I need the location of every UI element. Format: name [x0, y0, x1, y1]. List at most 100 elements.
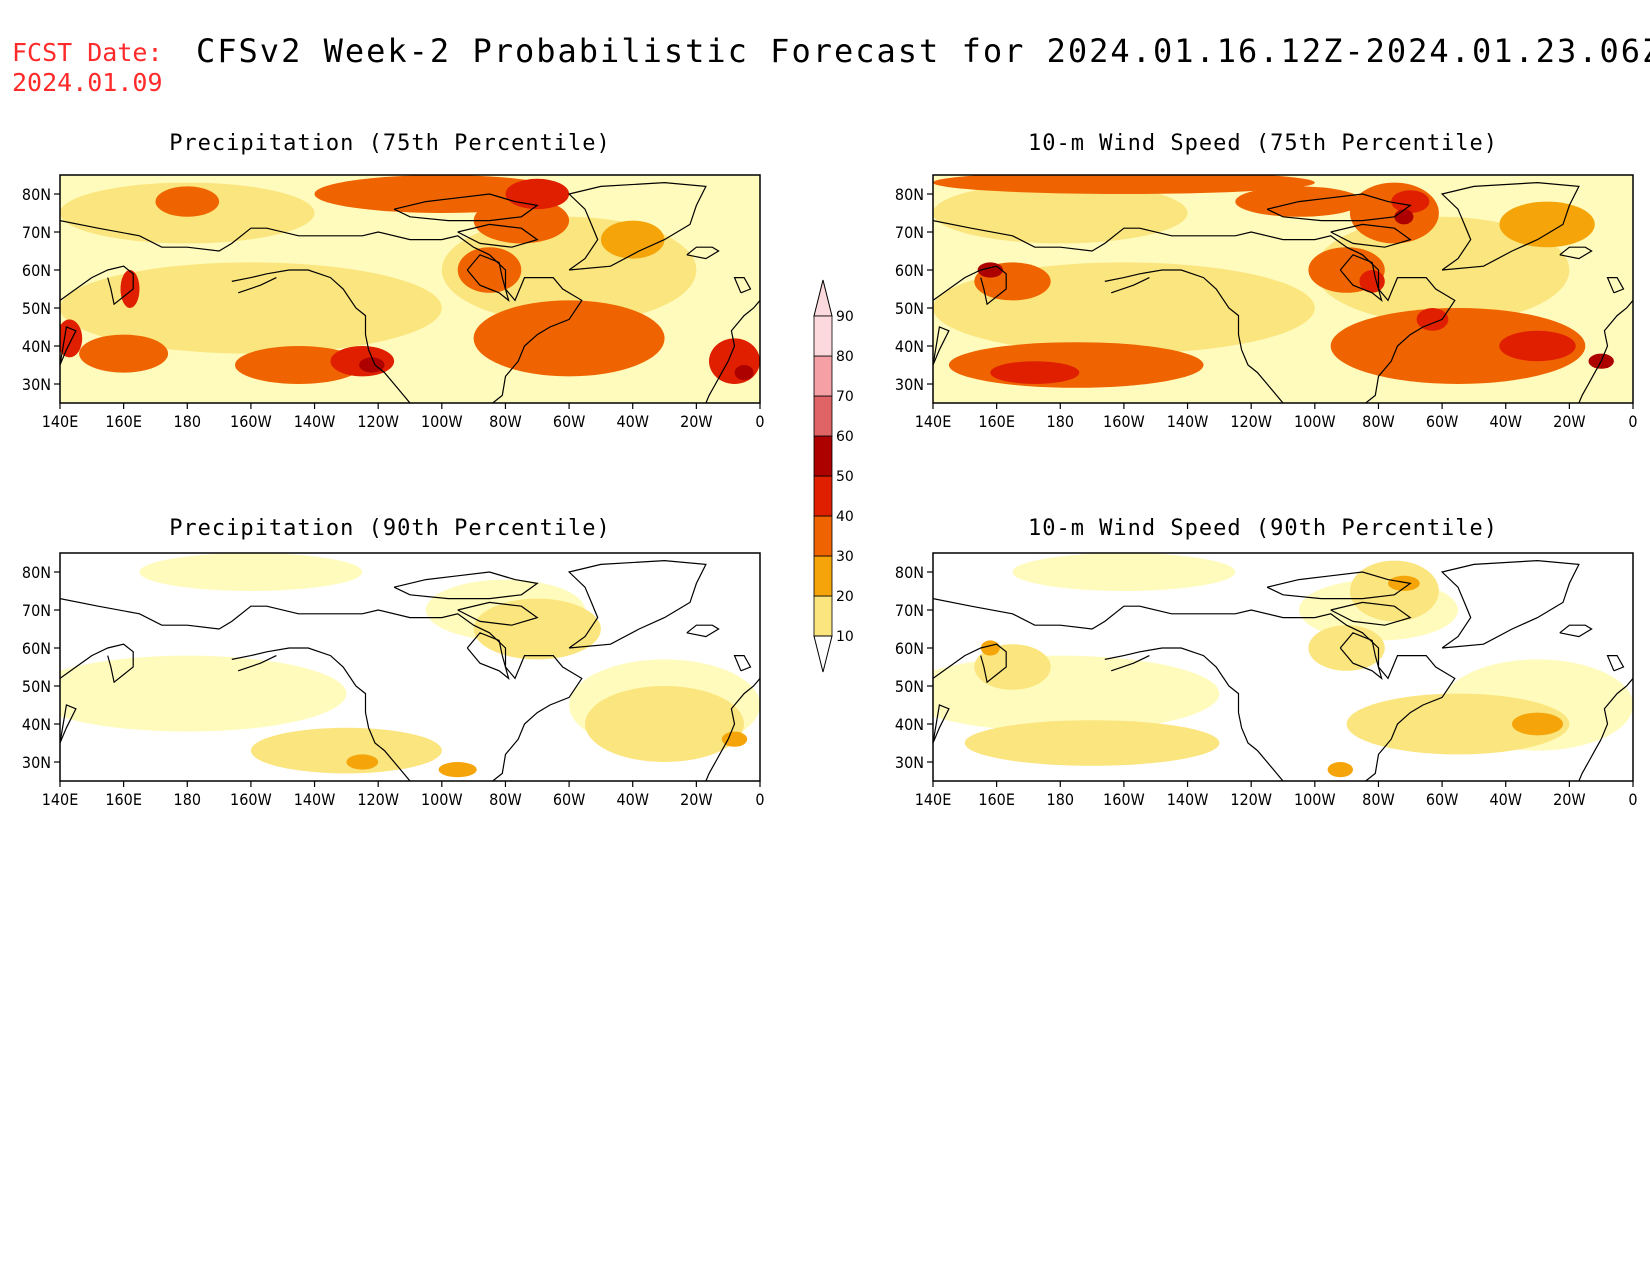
lat-tick-label: 40N [895, 337, 924, 356]
coastline [705, 738, 729, 781]
coastline [567, 559, 707, 649]
coastline [457, 223, 539, 248]
coastline [1339, 632, 1383, 681]
coastline [231, 647, 411, 781]
probability-contour [155, 186, 220, 217]
colorbar-label: 40 [836, 509, 854, 525]
coastline [686, 624, 720, 638]
colorbar-top-arrow [813, 279, 833, 317]
lon-tick-label: 60W [553, 412, 586, 431]
shading-layer [60, 553, 760, 781]
coastline [60, 326, 77, 366]
lon-tick-label: 80W [489, 412, 522, 431]
lon-tick-label: 80W [1362, 412, 1395, 431]
shade-belt [1012, 553, 1236, 591]
probability-contour [457, 247, 522, 293]
colorbar-label: 10 [836, 629, 854, 645]
lat-tick-label: 40N [22, 337, 51, 356]
lon-tick-label: 40W [1489, 412, 1522, 431]
lat-tick-label: 30N [22, 753, 51, 772]
coastline [1440, 559, 1580, 649]
panel-title-precip90: Precipitation (90th Percentile) [169, 516, 611, 541]
probability-contour [585, 686, 744, 762]
coastline [1339, 254, 1383, 303]
coastline [1111, 277, 1150, 294]
coastline [60, 265, 134, 306]
lon-tick-label: 160E [105, 412, 142, 431]
lat-tick-label: 80N [22, 563, 51, 582]
shade-belt [1314, 216, 1570, 324]
lon-tick-label: 160E [978, 412, 1015, 431]
panel-title-wind90: 10-m Wind Speed (90th Percentile) [1027, 516, 1499, 541]
colorbar-label: 20 [836, 589, 854, 605]
colorbar-label: 60 [836, 429, 854, 445]
forecast-date-label: FCST Date: [12, 38, 163, 67]
lon-tick-label: 20W [1553, 412, 1586, 431]
lon-tick-label: 100W [1294, 412, 1336, 431]
probability-contour [721, 731, 748, 747]
lon-tick-label: 140W [1167, 412, 1209, 431]
colorbar-bottom-arrow [813, 635, 833, 673]
colorbar-label: 30 [836, 549, 854, 565]
lon-tick-label: 140E [42, 412, 79, 431]
probability-contour [473, 598, 601, 660]
coastline [1606, 276, 1625, 294]
probability-contour [933, 175, 1315, 194]
lat-tick-label: 70N [895, 601, 924, 620]
lat-tick-label: 40N [22, 715, 51, 734]
probability-contour [120, 270, 140, 308]
lon-tick-label: 160E [105, 790, 142, 809]
coastline [231, 269, 411, 403]
coastline [1104, 647, 1284, 781]
lat-tick-label: 40N [895, 715, 924, 734]
probability-contour [359, 357, 385, 373]
lon-tick-label: 40W [616, 790, 649, 809]
coastline [1559, 246, 1593, 260]
coastline [727, 300, 760, 362]
coastline [933, 326, 950, 366]
lon-tick-label: 0 [1628, 790, 1637, 809]
coastline [1559, 624, 1593, 638]
coastline [1330, 223, 1412, 248]
lon-tick-label: 120W [357, 412, 399, 431]
probability-contour [600, 220, 665, 259]
lon-tick-label: 80W [489, 790, 522, 809]
coastline [933, 265, 1007, 306]
map-frame [932, 552, 1634, 782]
lon-tick-label: 60W [553, 790, 586, 809]
lon-tick-label: 160W [1103, 412, 1145, 431]
lon-tick-label: 60W [1426, 412, 1459, 431]
probability-contour [1416, 308, 1449, 331]
lon-tick-label: 180 [174, 412, 201, 431]
lat-tick-label: 80N [895, 185, 924, 204]
coastline [466, 254, 510, 303]
lat-tick-label: 50N [895, 677, 924, 696]
coastline [1104, 269, 1284, 403]
lon-tick-label: 100W [421, 412, 463, 431]
lon-tick-label: 140W [294, 412, 336, 431]
colorbar-segment [813, 595, 833, 637]
probability-contour [79, 334, 169, 373]
coastline [1266, 193, 1412, 222]
lon-tick-label: 180 [174, 790, 201, 809]
lon-tick-label: 140E [915, 412, 952, 431]
probability-contour [346, 754, 379, 770]
coastline [238, 277, 277, 294]
probability-contour [1588, 353, 1614, 369]
lon-tick-label: 120W [1230, 412, 1272, 431]
coastline [60, 598, 583, 781]
coastline [727, 678, 760, 740]
lat-tick-label: 80N [895, 563, 924, 582]
map-panel-precip75: 80N 70N 60N 50N 40N 30N 140E 160E 180 160W 140W 120… [22, 174, 765, 431]
map-frame [932, 174, 1634, 404]
coastline [466, 632, 510, 681]
colorbar-segment [813, 355, 833, 397]
probability-contour [250, 727, 442, 774]
panel-title-wind75: 10-m Wind Speed (75th Percentile) [1027, 131, 1499, 156]
colorbar-segment [813, 515, 833, 557]
map-frame [59, 174, 761, 404]
probability-contour [1388, 575, 1420, 591]
lon-tick-label: 160W [230, 790, 272, 809]
coastline [1600, 678, 1633, 740]
lon-tick-label: 40W [1489, 790, 1522, 809]
